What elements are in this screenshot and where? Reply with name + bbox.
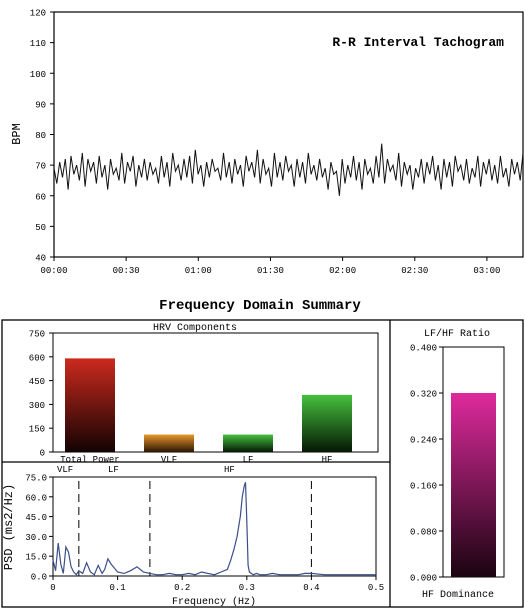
tachogram-y-axis-label: BPM [10, 123, 24, 145]
lfhf-bar [451, 393, 496, 577]
lfhf-y-tick-label: 0.160 [410, 482, 437, 492]
hrv-category-label: HF [322, 455, 333, 465]
psd-x-tick-label: 0.1 [109, 583, 125, 593]
lfhf-bars [451, 393, 496, 577]
hrv-bar [302, 394, 352, 452]
hrv-bar [65, 358, 115, 452]
tachogram-y-tick-label: 60 [35, 192, 46, 202]
lfhf-title: LF/HF Ratio [424, 328, 490, 340]
lfhf-y-tick-label: 0.000 [410, 574, 437, 584]
psd-y-tick-label: 30.0 [25, 533, 47, 543]
psd-y-ticks: 0.0 15.0 30.0 45.0 60.0 75.0 [25, 474, 53, 583]
tachogram-x-tick-label: 00:00 [40, 266, 67, 276]
psd-x-axis-label: Frequency (Hz) [172, 596, 256, 608]
tachogram-y-tick-label: 110 [30, 39, 46, 49]
psd-plot-frame [52, 476, 377, 577]
psd-series-line [52, 482, 376, 576]
hrv-bar [144, 434, 194, 452]
psd-chart: PSD (ms2/Hz) Frequency (Hz) 0.0 15.0 30.0 4… [2, 465, 384, 608]
hrv-category-labels: Total Power VLF LF HF [60, 455, 332, 465]
hrv-y-tick-label: 300 [29, 401, 45, 411]
tachogram-x-tick-label: 02:00 [329, 266, 356, 276]
hrv-y-tick-label: 0 [40, 449, 45, 459]
summary-frame [1, 319, 524, 608]
tachogram-y-ticks: 40 50 60 70 80 90 100 110 120 [30, 9, 54, 264]
tachogram-y-tick-label: 70 [35, 162, 46, 172]
psd-x-tick-label: 0.3 [239, 583, 255, 593]
tachogram-y-tick-label: 100 [30, 70, 46, 80]
lfhf-y-tick-label: 0.080 [410, 528, 437, 538]
tachogram-x-tick-label: 03:00 [473, 266, 500, 276]
psd-y-tick-label: 45.0 [25, 513, 47, 523]
hrv-category-label: Total Power [60, 455, 119, 465]
hrv-bars [65, 358, 352, 452]
section-title: Frequency Domain Summary [159, 298, 361, 314]
psd-x-ticks: 0 0.1 0.2 0.3 0.4 0.5 [50, 576, 384, 593]
psd-y-tick-label: 0.0 [31, 573, 47, 583]
lfhf-ratio-chart: LF/HF Ratio HF Dominance 0.000 0.080 0.160… [410, 328, 505, 601]
hrv-category-label: LF [243, 455, 254, 465]
psd-band-label: VLF [57, 465, 73, 475]
hrv-y-tick-label: 600 [29, 353, 45, 363]
psd-y-tick-label: 75.0 [25, 474, 47, 484]
lfhf-y-tick-label: 0.320 [410, 390, 437, 400]
hrv-y-ticks: 0 150 300 450 600 750 [29, 330, 53, 459]
lfhf-footer: HF Dominance [422, 589, 494, 601]
psd-x-tick-label: 0 [50, 583, 55, 593]
hrv-category-label: VLF [161, 455, 177, 465]
psd-x-tick-label: 0.2 [174, 583, 190, 593]
tachogram-series-line [53, 143, 524, 196]
tachogram-y-tick-label: 120 [30, 9, 46, 19]
psd-x-tick-label: 0.4 [303, 583, 319, 593]
tachogram-x-tick-label: 01:30 [257, 266, 284, 276]
tachogram-x-ticks: 00:00 00:30 01:00 01:30 02:00 02:30 03:00 [40, 257, 500, 276]
hrv-y-tick-label: 450 [29, 377, 45, 387]
tachogram-y-tick-label: 40 [35, 254, 46, 264]
hrv-bar [223, 434, 273, 452]
tachogram-x-tick-label: 01:00 [185, 266, 212, 276]
psd-x-tick-label: 0.5 [368, 583, 384, 593]
tachogram-title: R-R Interval Tachogram [332, 35, 504, 50]
psd-band-label: LF [108, 465, 119, 475]
psd-y-axis-label: PSD (ms2/Hz) [2, 484, 16, 570]
tachogram-y-tick-label: 80 [35, 131, 46, 141]
psd-band-markers: VLF LF HF [57, 465, 312, 576]
tachogram-x-tick-label: 02:30 [401, 266, 428, 276]
tachogram-y-tick-label: 50 [35, 223, 46, 233]
tachogram-x-tick-label: 00:30 [113, 266, 140, 276]
hrv-plot-frame [52, 332, 379, 453]
psd-y-tick-label: 60.0 [25, 493, 47, 503]
hrv-components-chart: HRV Components 0 150 300 450 600 750 Total Po… [29, 323, 379, 465]
hrv-title: HRV Components [153, 323, 237, 334]
psd-y-tick-label: 15.0 [25, 553, 47, 563]
tachogram-y-tick-label: 90 [35, 100, 46, 110]
lfhf-y-tick-label: 0.240 [410, 436, 437, 446]
lfhf-y-ticks: 0.000 0.080 0.160 0.240 0.320 0.400 [410, 344, 443, 584]
lfhf-y-tick-label: 0.400 [410, 344, 437, 354]
hrv-y-tick-label: 150 [29, 425, 45, 435]
psd-band-label: HF [224, 465, 235, 475]
hrv-y-tick-label: 750 [29, 330, 45, 340]
tachogram-chart: R-R Interval Tachogram BPM 40 50 60 70 80 90 1… [10, 9, 524, 276]
